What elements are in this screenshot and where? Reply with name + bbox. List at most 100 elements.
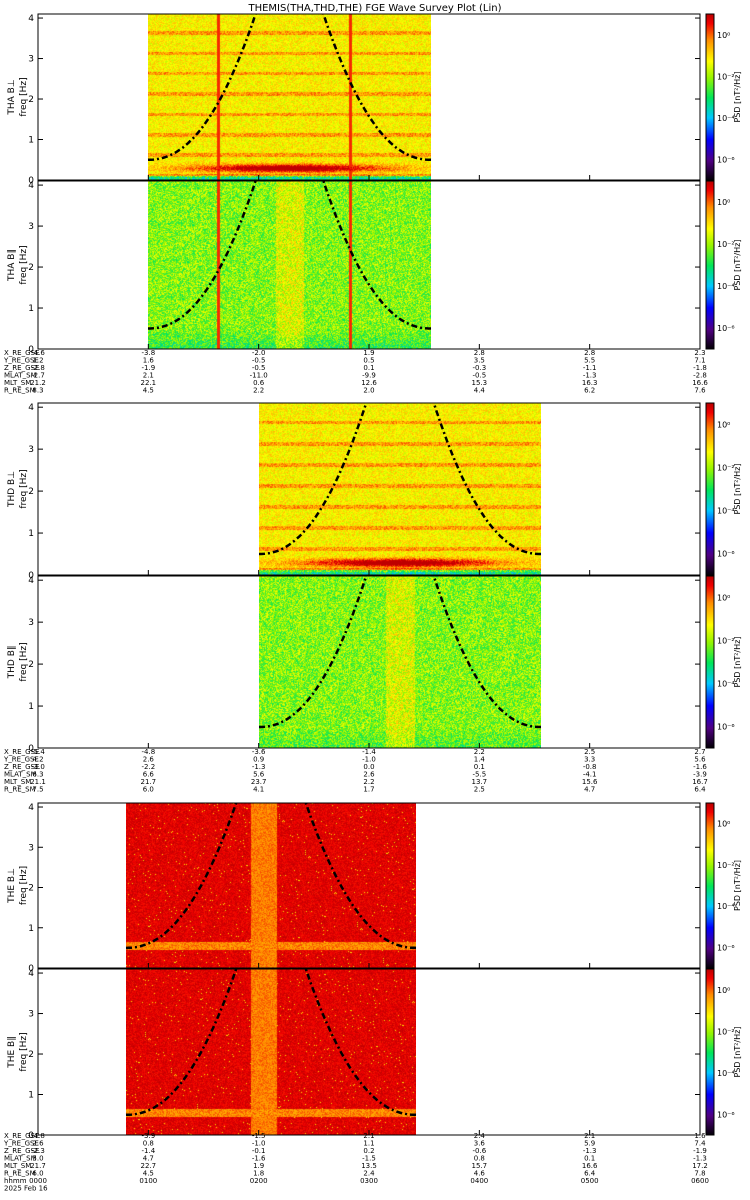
ephem-value-2-4-6: 0400: [470, 1177, 488, 1185]
ephem-value-1-0-3: 6.3: [32, 771, 43, 779]
colorbar-frame-1: [705, 180, 715, 350]
ephem-value-1-2-1: 0.9: [253, 756, 264, 764]
ephem-value-0-4-0: 2.8: [474, 349, 485, 357]
ephem-value-1-0-2: -3.0: [31, 763, 45, 771]
colorbar-tick-2-2: 10⁻⁴: [717, 507, 735, 516]
colorbar-tick-2-1: 10⁻²: [717, 464, 735, 473]
ephem-value-1-4-3: -5.5: [472, 771, 486, 779]
ephem-value-0-3-0: 1.9: [363, 349, 374, 357]
ephem-value-1-2-3: 5.6: [253, 771, 265, 779]
ephem-value-1-4-0: 2.2: [474, 748, 485, 756]
ephem-value-1-5-0: 2.5: [584, 748, 595, 756]
ephem-value-2-6-5: 7.8: [694, 1170, 705, 1178]
colorbar-tick-3-3: 10⁻⁶: [717, 723, 735, 732]
ephem-value-0-4-4: 15.3: [472, 379, 488, 387]
ephem-value-2-4-5: 4.6: [474, 1170, 486, 1178]
panel-label-4: THE B⊥: [7, 868, 17, 904]
ephem-value-0-0-0: -4.6: [31, 349, 45, 357]
freq-tick-label-0-3: 3: [28, 55, 34, 65]
fce-curve-2-0: [259, 402, 368, 556]
ephem-label-1-4: MLT_SM: [4, 778, 31, 786]
ephem-value-2-4-3: 0.8: [474, 1155, 485, 1163]
ephem-value-0-2-5: 2.2: [253, 387, 264, 395]
ephem-value-2-3-6: 0300: [360, 1177, 378, 1185]
ephem-value-1-2-5: 4.1: [253, 786, 264, 794]
freq-tick-label-2-3: 3: [28, 445, 34, 455]
ephem-value-1-6-3: -3.9: [693, 771, 707, 779]
freq-tick-label-4-3: 3: [28, 843, 34, 853]
ephem-value-2-0-4: 21.7: [30, 1162, 46, 1170]
ephem-value-0-3-5: 2.0: [363, 387, 374, 395]
freq-tick-label-1-4: 4: [28, 181, 34, 191]
freq-tick-label-5-0: 0: [28, 1131, 34, 1141]
ephem-label-0-1: Y_RE_GSE: [3, 357, 39, 365]
panel-label-5: THE B∥: [7, 1036, 17, 1069]
ephem-value-1-0-5: 7.5: [32, 786, 43, 794]
ephem-value-2-1-4: 22.7: [141, 1162, 157, 1170]
ephem-value-2-0-3: 5.0: [32, 1155, 43, 1163]
ephem-label-0-4: MLT_SM: [4, 379, 31, 387]
ephem-value-2-1-5: 4.5: [143, 1170, 154, 1178]
ephem-value-2-6-4: 17.2: [692, 1162, 708, 1170]
ephem-value-0-2-4: 0.6: [253, 379, 265, 387]
ephem-value-2-3-0: 2.1: [363, 1132, 374, 1140]
ephem-value-0-0-5: 8.3: [32, 387, 43, 395]
ephem-value-1-6-0: 2.7: [694, 748, 705, 756]
colorbar-tick-5-2: 10⁻⁴: [717, 1069, 735, 1078]
panel-freq-label-0: freq [Hz]: [19, 77, 29, 116]
freq-tick-label-5-4: 4: [28, 969, 34, 979]
ephem-value-0-1-4: 22.1: [141, 379, 157, 387]
ephem-value-0-0-1: 1.2: [32, 357, 43, 365]
colorbar-tick-1-1: 10⁻²: [717, 240, 735, 249]
freq-tick-label-4-2: 2: [28, 884, 34, 894]
ephem-value-0-0-4: 21.2: [30, 379, 46, 387]
ephem-value-0-3-2: 0.1: [363, 364, 374, 372]
fce-curve-3-1: [432, 575, 541, 729]
ephem-value-1-4-1: 1.4: [474, 756, 486, 764]
ephem-value-2-0-2: -2.3: [31, 1147, 45, 1155]
ephem-value-1-5-4: 15.6: [582, 778, 598, 786]
fce-curve-2-1: [432, 402, 541, 556]
ephem-value-0-4-2: -0.3: [472, 364, 486, 372]
colorbar-tick-3-2: 10⁻⁴: [717, 680, 735, 689]
colorbar-label-0: PSD [nT²/Hz]: [733, 72, 742, 123]
ephem-value-2-0-1: 2.6: [32, 1140, 44, 1148]
fce-curve-4-0: [125, 802, 238, 950]
freq-tick-label-0-0: 0: [28, 176, 34, 186]
ephem-value-2-5-5: 6.4: [584, 1170, 596, 1178]
ephem-value-2-2-3: -1.6: [252, 1155, 266, 1163]
ephem-value-1-1-5: 6.0: [143, 786, 154, 794]
ephem-value-2-4-1: 3.6: [474, 1140, 486, 1148]
fce-curve-3-0: [259, 575, 368, 729]
freq-tick-label-3-3: 3: [28, 618, 34, 628]
ephem-value-1-5-3: -4.1: [583, 771, 597, 779]
ephem-label-0-2: Z_RE_GSE: [4, 364, 39, 372]
ephem-value-2-6-3: -1.3: [693, 1155, 707, 1163]
ephem-value-0-5-4: 16.3: [582, 379, 598, 387]
spectrogram-image-1: [148, 181, 431, 349]
panel-freq-label-4: freq [Hz]: [19, 866, 29, 905]
ephem-label-1-3: MLAT_SM: [4, 771, 37, 779]
freq-tick-label-5-1: 1: [28, 1091, 34, 1101]
ephem-value-0-4-3: -0.5: [472, 372, 486, 380]
ephem-value-0-5-5: 6.2: [584, 387, 595, 395]
colorbar-tick-3-1: 10⁻²: [717, 637, 735, 646]
freq-tick-label-3-0: 0: [28, 744, 34, 754]
ephem-value-0-1-3: 2.1: [143, 372, 154, 380]
spectrogram-image-0: [148, 14, 431, 180]
ephem-label-1-5: R_RE_SM: [4, 786, 36, 794]
ephem-value-1-6-1: 5.6: [694, 756, 706, 764]
ephem-value-2-5-2: -1.3: [583, 1147, 597, 1155]
colorbar-label-4: PSD [nT²/Hz]: [733, 860, 742, 911]
freq-tick-label-4-1: 1: [28, 924, 34, 934]
ephem-value-1-6-2: -1.6: [693, 763, 707, 771]
ephem-label-1-1: Y_RE_GSE: [3, 756, 39, 764]
spectrogram-image-2: [259, 403, 541, 575]
spectrogram-image-4: [126, 803, 416, 968]
ephem-label-0-0: X_RE_GSE: [4, 349, 39, 357]
ephem-label-2-0: X_RE_GSE: [4, 1132, 39, 1140]
ephem-value-0-3-4: 12.6: [361, 379, 377, 387]
freq-tick-label-2-2: 2: [28, 487, 34, 497]
ephem-label-2-4: MLT_SM: [4, 1162, 31, 1170]
spectrogram-image-3: [259, 576, 541, 748]
